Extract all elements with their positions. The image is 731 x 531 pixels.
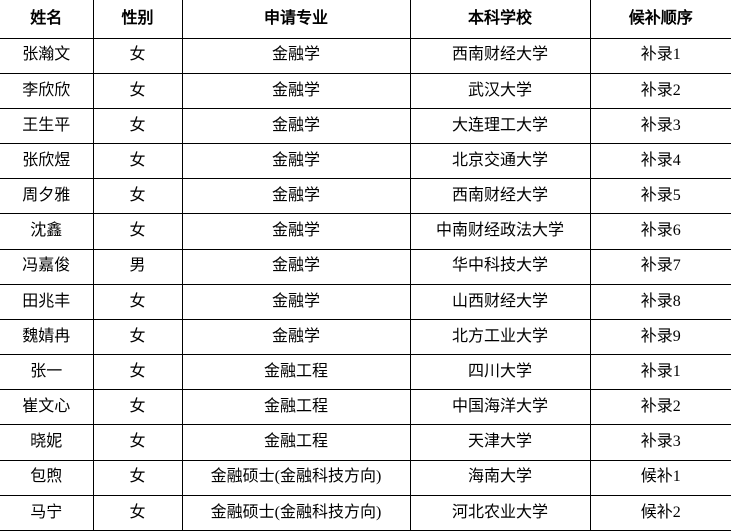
cell-order: 补录9 (589, 318, 731, 356)
cell-name: 冯嘉俊 (0, 248, 94, 285)
table-row: 崔文心 女 金融工程 中国海洋大学 补录2 (0, 389, 731, 426)
cell-school: 西南财经大学 (409, 37, 591, 74)
cell-school: 北方工业大学 (409, 318, 591, 356)
table-row: 晓妮 女 金融工程 天津大学 补录3 (0, 424, 731, 461)
column-header-gender: 性别 (92, 0, 183, 39)
cell-name: 马宁 (0, 494, 94, 531)
header-row: 姓名 性别 申请专业 本科学校 候补顺序 (0, 0, 731, 39)
table-row: 张瀚文 女 金融学 西南财经大学 补录1 (0, 37, 731, 74)
cell-order: 候补1 (589, 459, 731, 496)
cell-gender: 女 (92, 459, 183, 496)
table-row: 李欣欣 女 金融学 武汉大学 补录2 (0, 72, 731, 109)
cell-gender: 女 (92, 107, 183, 145)
cell-school: 山西财经大学 (409, 283, 591, 320)
table-row: 周夕雅 女 金融学 西南财经大学 补录5 (0, 178, 731, 215)
cell-major: 金融学 (181, 37, 411, 74)
cell-order: 补录3 (589, 424, 731, 461)
table-row: 田兆丰 女 金融学 山西财经大学 补录8 (0, 283, 731, 320)
cell-order: 补录2 (589, 389, 731, 426)
cell-school: 四川大学 (409, 354, 591, 391)
cell-gender: 男 (92, 248, 183, 285)
column-header-major: 申请专业 (181, 0, 411, 39)
cell-major: 金融学 (181, 107, 411, 145)
cell-gender: 女 (92, 494, 183, 531)
table-row: 沈鑫 女 金融学 中南财经政法大学 补录6 (0, 213, 731, 250)
cell-major: 金融硕士(金融科技方向) (181, 459, 411, 496)
cell-name: 魏婧冉 (0, 318, 94, 356)
cell-school: 海南大学 (409, 459, 591, 496)
cell-school: 河北农业大学 (409, 494, 591, 531)
cell-name: 沈鑫 (0, 213, 94, 250)
cell-gender: 女 (92, 72, 183, 109)
table-row: 马宁 女 金融硕士(金融科技方向) 河北农业大学 候补2 (0, 494, 731, 531)
column-header-name: 姓名 (0, 0, 94, 39)
cell-major: 金融学 (181, 72, 411, 109)
cell-gender: 女 (92, 424, 183, 461)
cell-name: 张瀚文 (0, 37, 94, 74)
cell-order: 补录7 (589, 248, 731, 285)
cell-major: 金融学 (181, 283, 411, 320)
cell-name: 包煦 (0, 459, 94, 496)
cell-gender: 女 (92, 213, 183, 250)
cell-major: 金融工程 (181, 354, 411, 391)
table-row: 包煦 女 金融硕士(金融科技方向) 海南大学 候补1 (0, 459, 731, 496)
cell-order: 补录3 (589, 107, 731, 145)
column-header-school: 本科学校 (409, 0, 591, 39)
cell-major: 金融学 (181, 248, 411, 285)
cell-school: 武汉大学 (409, 72, 591, 109)
cell-school: 北京交通大学 (409, 143, 591, 180)
cell-gender: 女 (92, 389, 183, 426)
cell-name: 李欣欣 (0, 72, 94, 109)
table-row: 魏婧冉 女 金融学 北方工业大学 补录9 (0, 318, 731, 356)
table-row: 王生平 女 金融学 大连理工大学 补录3 (0, 107, 731, 145)
column-header-order: 候补顺序 (589, 0, 731, 39)
table-header: 姓名 性别 申请专业 本科学校 候补顺序 (0, 0, 731, 39)
table-row: 冯嘉俊 男 金融学 华中科技大学 补录7 (0, 248, 731, 285)
cell-school: 中国海洋大学 (409, 389, 591, 426)
cell-gender: 女 (92, 318, 183, 356)
cell-name: 崔文心 (0, 389, 94, 426)
cell-school: 华中科技大学 (409, 248, 591, 285)
cell-major: 金融工程 (181, 389, 411, 426)
cell-order: 补录5 (589, 178, 731, 215)
cell-name: 张欣煜 (0, 143, 94, 180)
cell-order: 补录6 (589, 213, 731, 250)
table-body: 张瀚文 女 金融学 西南财经大学 补录1 李欣欣 女 金融学 武汉大学 补录2 … (0, 37, 731, 531)
cell-major: 金融工程 (181, 424, 411, 461)
cell-major: 金融学 (181, 143, 411, 180)
cell-school: 大连理工大学 (409, 107, 591, 145)
cell-order: 补录4 (589, 143, 731, 180)
cell-major: 金融学 (181, 318, 411, 356)
cell-name: 晓妮 (0, 424, 94, 461)
cell-name: 张一 (0, 354, 94, 391)
cell-order: 候补2 (589, 494, 731, 531)
cell-gender: 女 (92, 143, 183, 180)
cell-gender: 女 (92, 354, 183, 391)
cell-gender: 女 (92, 283, 183, 320)
table-row: 张一 女 金融工程 四川大学 补录1 (0, 354, 731, 391)
cell-school: 西南财经大学 (409, 178, 591, 215)
cell-order: 补录1 (589, 354, 731, 391)
cell-name: 王生平 (0, 107, 94, 145)
cell-gender: 女 (92, 178, 183, 215)
cell-order: 补录2 (589, 72, 731, 109)
cell-gender: 女 (92, 37, 183, 74)
cell-school: 中南财经政法大学 (409, 213, 591, 250)
cell-order: 补录8 (589, 283, 731, 320)
table-row: 张欣煜 女 金融学 北京交通大学 补录4 (0, 143, 731, 180)
cell-name: 周夕雅 (0, 178, 94, 215)
cell-order: 补录1 (589, 37, 731, 74)
cell-school: 天津大学 (409, 424, 591, 461)
cell-name: 田兆丰 (0, 283, 94, 320)
cell-major: 金融硕士(金融科技方向) (181, 494, 411, 531)
cell-major: 金融学 (181, 178, 411, 215)
cell-major: 金融学 (181, 213, 411, 250)
